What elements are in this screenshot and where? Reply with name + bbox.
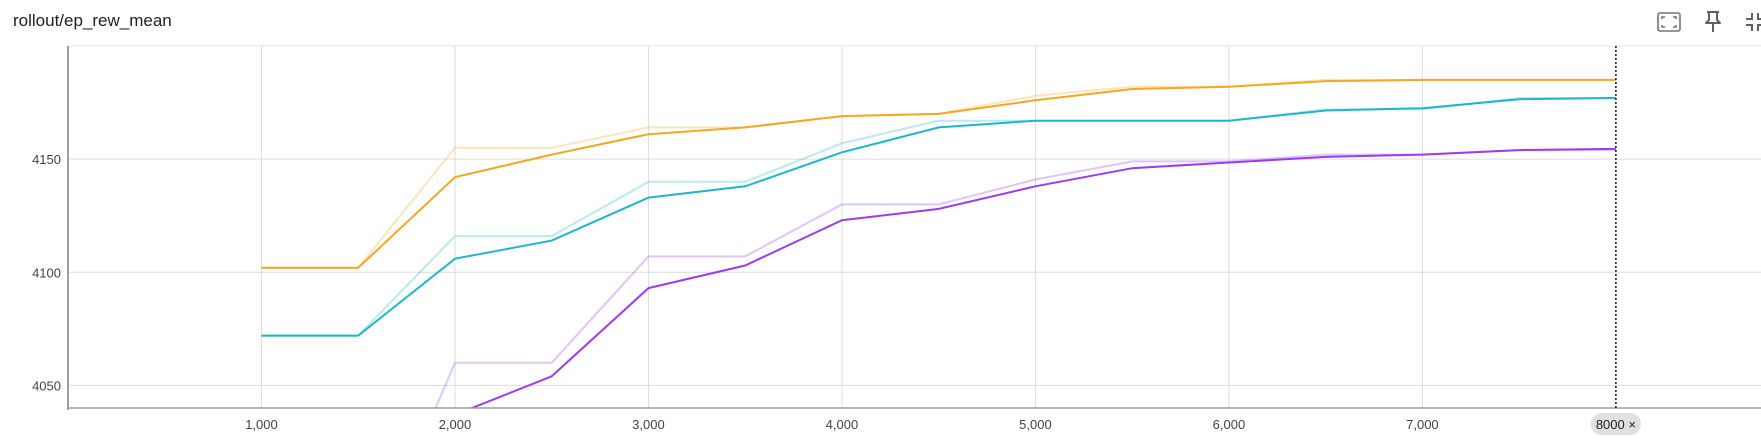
series-smoothed-line-0 <box>261 78 1616 269</box>
hover-step-label: 8000 × <box>1596 417 1636 432</box>
y-tick-label: 4050 <box>32 378 61 393</box>
axes: 1,000 2,000 3,000 4,000 5,000 6,000 7,000 4050 4… <box>32 46 1761 432</box>
hover-step-chip <box>1590 413 1641 435</box>
hover-indicator: 8000 × <box>1590 46 1641 435</box>
grid-lines <box>68 45 1761 408</box>
x-tick-label: 5,000 <box>1019 417 1052 432</box>
fit-domain-button[interactable] <box>1655 8 1683 36</box>
pin-icon <box>1705 11 1721 32</box>
collapse-button[interactable] <box>1741 8 1761 36</box>
chart-title: rollout/ep_rew_mean <box>13 11 172 30</box>
x-tick-label: 2,000 <box>439 417 472 432</box>
x-tick-label: 3,000 <box>632 417 665 432</box>
fit-domain-icon <box>1657 12 1681 32</box>
series-smoothed-line-2 <box>468 147 1616 408</box>
y-tick-label: 4100 <box>32 265 61 280</box>
collapse-icon <box>1746 13 1761 31</box>
x-tick-label: 4,000 <box>826 417 859 432</box>
x-tick-label: 1,000 <box>245 417 278 432</box>
series-raw-line-1 <box>261 97 1616 337</box>
series-layer <box>261 78 1616 408</box>
x-tick-label: 6,000 <box>1213 417 1246 432</box>
y-tick-label: 4150 <box>32 152 61 167</box>
pin-button[interactable] <box>1699 8 1727 36</box>
x-tick-label: 7,000 <box>1406 417 1439 432</box>
series-smoothed-line-1 <box>261 97 1616 337</box>
